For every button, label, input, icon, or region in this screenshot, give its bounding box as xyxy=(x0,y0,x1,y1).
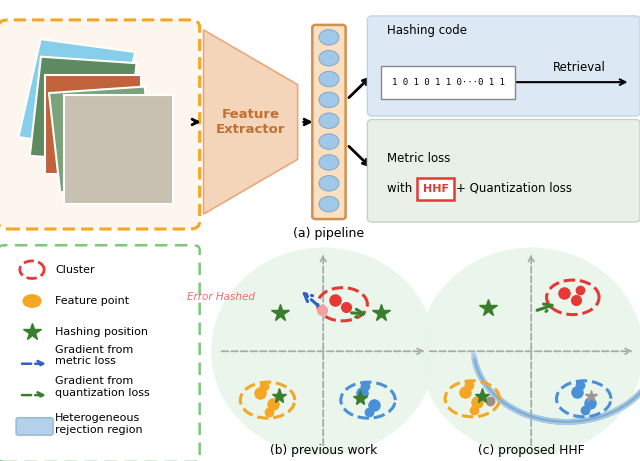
Circle shape xyxy=(319,71,339,87)
Circle shape xyxy=(319,155,339,170)
FancyBboxPatch shape xyxy=(30,57,136,162)
Text: Feature point: Feature point xyxy=(55,296,129,306)
FancyBboxPatch shape xyxy=(49,87,156,192)
Text: (c) proposed HHF: (c) proposed HHF xyxy=(478,444,584,457)
Text: + Quantization loss: + Quantization loss xyxy=(456,182,572,195)
Text: Gradient from
metric loss: Gradient from metric loss xyxy=(55,345,133,366)
Text: Retrieval: Retrieval xyxy=(553,61,605,74)
Text: Error Hashed: Error Hashed xyxy=(187,292,255,302)
Text: Gradient from
quantization loss: Gradient from quantization loss xyxy=(55,376,150,397)
FancyBboxPatch shape xyxy=(64,95,173,204)
FancyBboxPatch shape xyxy=(0,20,200,229)
Text: Hashing position: Hashing position xyxy=(55,327,148,337)
Ellipse shape xyxy=(211,248,435,455)
FancyBboxPatch shape xyxy=(0,245,200,461)
Text: Metric loss: Metric loss xyxy=(387,152,451,165)
Text: (b) previous work: (b) previous work xyxy=(269,444,377,457)
FancyBboxPatch shape xyxy=(312,25,346,219)
Circle shape xyxy=(22,294,42,308)
Text: Heterogeneous
rejection region: Heterogeneous rejection region xyxy=(55,414,143,435)
Polygon shape xyxy=(204,30,298,214)
Text: HHF: HHF xyxy=(423,183,449,194)
Circle shape xyxy=(319,196,339,212)
FancyBboxPatch shape xyxy=(381,66,515,99)
Text: Cluster: Cluster xyxy=(55,265,95,275)
Text: Hashing code: Hashing code xyxy=(387,24,467,37)
Circle shape xyxy=(319,113,339,129)
FancyBboxPatch shape xyxy=(45,75,141,174)
FancyBboxPatch shape xyxy=(367,119,640,222)
Circle shape xyxy=(319,176,339,191)
Circle shape xyxy=(319,134,339,149)
Circle shape xyxy=(319,50,339,66)
FancyBboxPatch shape xyxy=(16,418,53,435)
Circle shape xyxy=(319,30,339,45)
Text: Feature
Extractor: Feature Extractor xyxy=(216,108,285,136)
FancyBboxPatch shape xyxy=(417,178,454,200)
Text: 1 0 1 0 1 1 0···0 1 1: 1 0 1 0 1 1 0···0 1 1 xyxy=(392,78,504,87)
FancyBboxPatch shape xyxy=(19,39,135,150)
FancyBboxPatch shape xyxy=(367,16,640,116)
Text: with: with xyxy=(387,182,416,195)
Text: (a) pipeline: (a) pipeline xyxy=(293,227,365,240)
Ellipse shape xyxy=(419,248,640,455)
Circle shape xyxy=(319,92,339,107)
